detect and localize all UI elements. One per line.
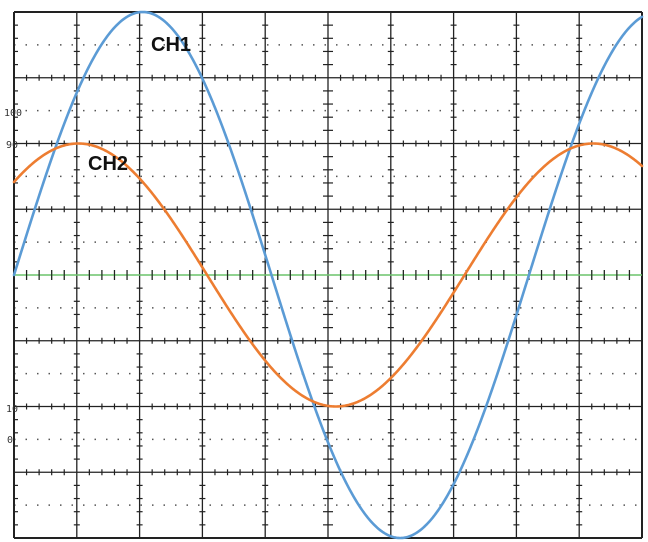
graticule-labels: 100 90 10 0 [4, 108, 22, 446]
graticule-grid [13, 11, 643, 539]
ch1-label: CH1 [151, 34, 191, 56]
ch2-label: CH2 [88, 153, 128, 175]
graticule-label-90: 90 [6, 140, 18, 151]
graticule-label-0: 0 [7, 435, 13, 446]
graticule-label-10: 10 [6, 404, 18, 415]
traces [12, 10, 644, 540]
trace-ch1 [12, 10, 644, 540]
graticule-label-100: 100 [4, 108, 22, 119]
graticule-ticks [14, 24, 631, 526]
graticule-dots [14, 44, 642, 506]
trace-ch2 [12, 142, 644, 408]
